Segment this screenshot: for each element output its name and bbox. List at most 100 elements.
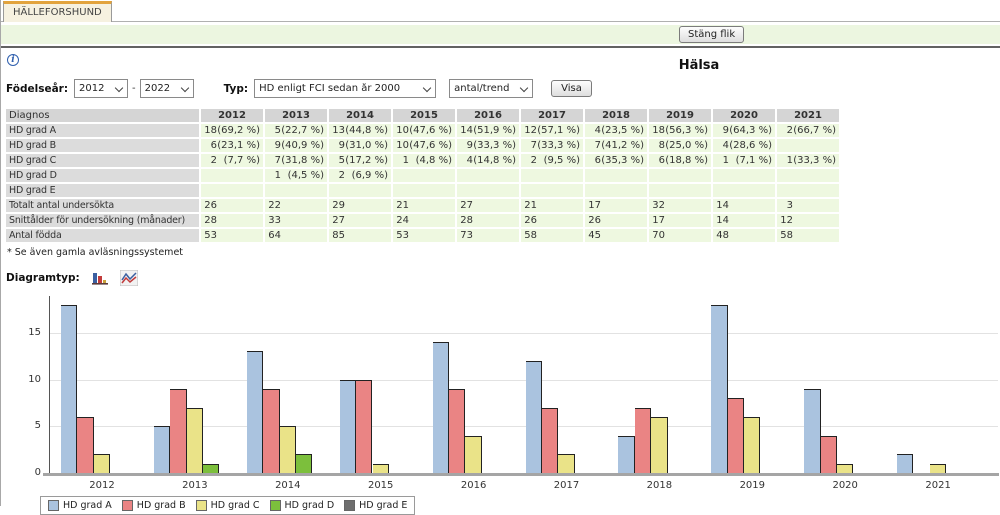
- tab-bar: HÄLLEFORSHUND: [1, 0, 1000, 22]
- column-header-year: 2017: [521, 109, 583, 122]
- table-cell: [201, 169, 263, 182]
- birth-year-label: Födelseår:: [6, 82, 69, 95]
- chart-bar: [727, 398, 745, 473]
- table-cell: 28: [457, 214, 519, 227]
- x-axis-label: 2015: [367, 480, 394, 491]
- table-cell: 2 (6,9 %): [329, 169, 391, 182]
- table-cell: [521, 184, 583, 197]
- table-cell: 14: [713, 214, 775, 227]
- table-cell: 48: [713, 229, 775, 242]
- chart-bar: [339, 379, 357, 473]
- chart-bar: [558, 454, 575, 473]
- table-row: HD grad A 18 (69,2 %) 5 (22,7 %) 13 (44,8 %) 10…: [6, 124, 839, 137]
- table-cell: 26: [201, 199, 263, 212]
- table-row: HD grad B 6 (23,1 %) 9 (40,9 %) 9 (31,0 %) 10 (4…: [6, 139, 839, 152]
- table-cell: 28: [201, 214, 263, 227]
- table-row: HD grad C 2 (7,7 %) 7 (31,8 %) 5 (17,2 %) 1 (4,8…: [6, 154, 839, 167]
- table-cell: 7 (41,2 %): [585, 139, 647, 152]
- table-cell: 17: [649, 214, 711, 227]
- chart-bar: [744, 416, 761, 473]
- table-cell: 85: [329, 229, 391, 242]
- column-header-year: 2013: [265, 109, 327, 122]
- info-icon[interactable]: i: [7, 54, 19, 66]
- filter-row: Födelseår: 2012 - 2022 Typ: HD enligt FC…: [6, 79, 1000, 98]
- table-cell: 7 (33,3 %): [521, 139, 583, 152]
- row-label: HD grad E: [6, 184, 199, 197]
- divider: [1, 46, 1000, 48]
- row-label: HD grad C: [6, 154, 199, 167]
- table-cell: [457, 169, 519, 182]
- table-cell: 5 (22,7 %): [265, 124, 327, 137]
- table-cell: 12: [777, 214, 839, 227]
- row-label: Totalt antal undersökta: [6, 199, 199, 212]
- x-axis-label: 2021: [925, 480, 951, 491]
- y-axis-label: 5: [34, 420, 41, 432]
- chart-bar: [541, 407, 559, 473]
- table-cell: 4 (28,6 %): [713, 139, 775, 152]
- chart-bar: [711, 304, 728, 473]
- table-cell: 27: [329, 214, 391, 227]
- row-label: HD grad B: [6, 139, 199, 152]
- chart-bar: [61, 304, 78, 473]
- table-cell: 53: [393, 229, 455, 242]
- table-cell: [265, 184, 327, 197]
- table-row: Totalt antal undersökta 26 22 29 21 27 21 17 32 1…: [6, 199, 839, 212]
- x-axis-label: 2014: [275, 480, 301, 491]
- table-cell: 9 (31,0 %): [329, 139, 391, 152]
- table-cell: [393, 169, 455, 182]
- gridline: [49, 379, 998, 381]
- table-cell: 18 (56,3 %): [649, 124, 711, 137]
- table-cell: [649, 169, 711, 182]
- table-cell: [393, 184, 455, 197]
- show-button[interactable]: Visa: [551, 80, 592, 97]
- chart-bar: [77, 416, 94, 473]
- chart-bar: [634, 407, 652, 473]
- chart-bar: [465, 435, 482, 473]
- bar-chart-icon[interactable]: [91, 270, 109, 286]
- table-cell: 3: [777, 199, 839, 212]
- type-select[interactable]: HD enligt FCI sedan år 2000: [254, 79, 437, 98]
- table-cell: 2 (7,7 %): [201, 154, 263, 167]
- year-from-select[interactable]: 2012: [74, 79, 129, 98]
- chart-bar: [820, 435, 837, 473]
- chart-bar: [651, 416, 668, 473]
- close-tab-button[interactable]: Stäng flik: [679, 26, 745, 43]
- year-to-select[interactable]: 2022: [139, 79, 194, 98]
- chart-bar: [153, 426, 171, 473]
- tab-halleforshund[interactable]: HÄLLEFORSHUND: [3, 1, 112, 22]
- table-cell: 70: [649, 229, 711, 242]
- chart-bar: [203, 463, 220, 473]
- table-cell: 13 (44,8 %): [329, 124, 391, 137]
- display-mode-select[interactable]: antal/trend: [449, 79, 534, 98]
- table-cell: 26: [585, 214, 647, 227]
- column-header-year: 2015: [393, 109, 455, 122]
- chart-bar: [372, 463, 389, 473]
- table-cell: 14: [713, 199, 775, 212]
- table-cell: 22: [265, 199, 327, 212]
- table-cell: 21: [521, 199, 583, 212]
- chart-bar: [93, 454, 111, 473]
- y-axis-label: 10: [28, 373, 41, 385]
- table-cell: 14 (51,9 %): [457, 124, 519, 137]
- column-header-year: 2020: [713, 109, 775, 122]
- table-cell: 58: [777, 229, 839, 242]
- line-chart-icon[interactable]: [119, 270, 138, 286]
- table-cell: 33: [265, 214, 327, 227]
- row-label: HD grad A: [6, 124, 199, 137]
- table-cell: [649, 184, 711, 197]
- y-axis-label: 0: [34, 467, 41, 478]
- gridline: [49, 426, 998, 428]
- table-cell: 45: [585, 229, 647, 242]
- chart-bar: [279, 426, 296, 473]
- bar-chart: 0 5 10 15 2012 2013 2014 2015 2016 2017 2018 2019 20…: [5, 290, 1000, 494]
- x-axis-label: 2016: [460, 480, 487, 491]
- table-cell: 4 (14,8 %): [457, 154, 519, 167]
- chart-bar: [929, 463, 947, 473]
- page-title: Hälsa: [678, 58, 720, 73]
- table-cell: 9 (64,3 %): [713, 124, 775, 137]
- table-cell: 10 (47,6 %): [393, 139, 455, 152]
- table-cell: [585, 184, 647, 197]
- x-axis-label: 2019: [739, 480, 766, 491]
- table-cell: 6 (18,8 %): [649, 154, 711, 167]
- toolbar: Stäng flik: [1, 25, 1000, 44]
